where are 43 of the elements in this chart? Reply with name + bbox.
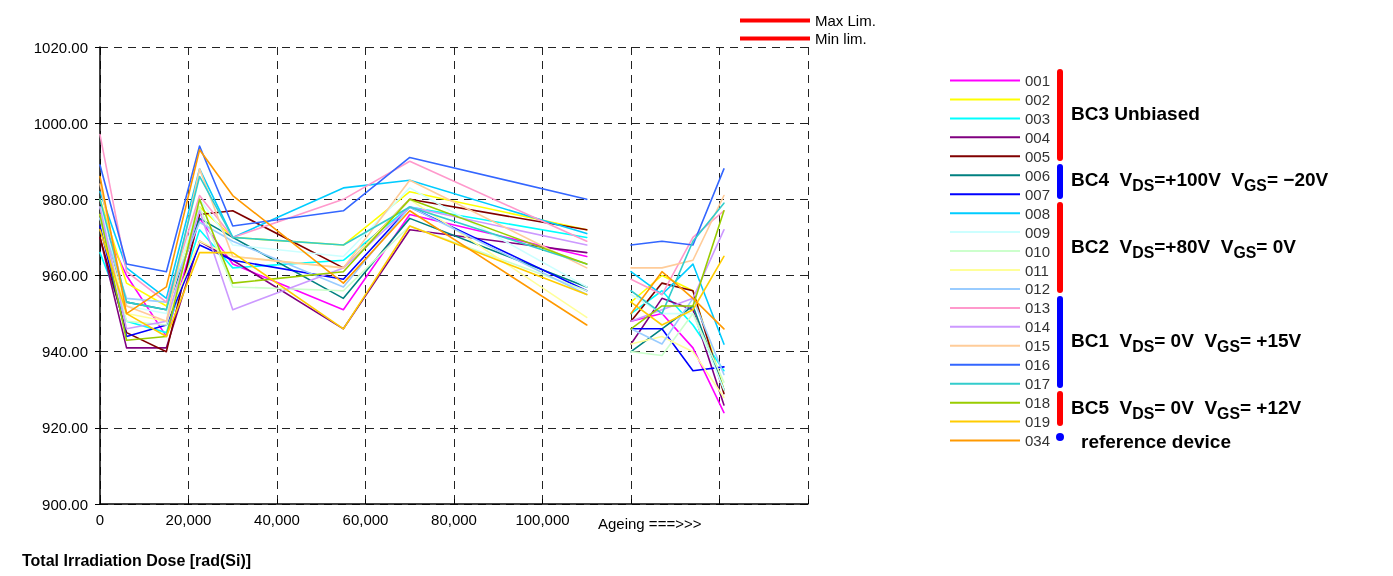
text: BC3 Unbiased xyxy=(1071,102,1200,125)
legend-label: 008 xyxy=(1025,204,1051,222)
y-tick-label: 1000.00 xyxy=(33,114,88,132)
x-tick-label: 40,000 xyxy=(254,511,300,528)
y-tick-label: 980.00 xyxy=(42,190,88,208)
legend-label: 013 xyxy=(1025,299,1051,317)
y-tick-label: 960.00 xyxy=(42,267,88,284)
legend-label: Max Lim. xyxy=(815,12,876,29)
x-tick-label: 80,000 xyxy=(431,511,477,528)
legend-label: 014 xyxy=(1025,318,1051,336)
legend-label: 034 xyxy=(1025,432,1051,450)
legend-label: 016 xyxy=(1025,356,1051,374)
legend-label: 010 xyxy=(1025,242,1051,260)
legend-label: 001 xyxy=(1025,72,1051,89)
x-axis-title: Total Irradiation Dose [rad(Si)] xyxy=(22,551,252,569)
text: Ageing ===>>> xyxy=(598,515,702,532)
y-tick-label: 1020.00 xyxy=(33,38,88,56)
legend-label: 017 xyxy=(1025,375,1051,393)
legend-label: 012 xyxy=(1025,280,1051,298)
text: BC4 V$_{DS}$=+100V V$_{GS}$= −20V xyxy=(1071,169,1329,196)
legend-label: 003 xyxy=(1025,109,1051,127)
y-tick-label: 940.00 xyxy=(42,343,88,361)
text: BC2 V$_{DS}$=+80V V$_{GS}$= 0V xyxy=(1071,235,1296,262)
legend-label: 009 xyxy=(1025,223,1051,241)
legend-label: 002 xyxy=(1025,90,1051,108)
text: BC1 V$_{DS}$= 0V V$_{GS}$= +15V xyxy=(1071,330,1302,357)
x-tick-label: 0 xyxy=(95,511,105,528)
y-tick-label: 900.00 xyxy=(42,495,88,513)
legend-label: 007 xyxy=(1025,185,1051,203)
legend-label: 006 xyxy=(1025,166,1051,184)
legend-label: 004 xyxy=(1025,128,1051,146)
x-tick-label: 60,000 xyxy=(342,511,389,528)
x-tick-label: 20,000 xyxy=(165,511,212,528)
text: BC5 V$_{DS}$= 0V V$_{GS}$= +12V xyxy=(1071,396,1302,423)
text: reference device xyxy=(1081,431,1231,454)
legend-label: 011 xyxy=(1025,261,1049,279)
legend-label: Min lim. xyxy=(815,30,867,47)
y-tick-label: 920.00 xyxy=(42,419,88,437)
legend-label: 018 xyxy=(1025,394,1051,412)
legend-label: 015 xyxy=(1025,337,1051,355)
x-tick-label: 100,000 xyxy=(515,511,570,528)
legend-label: 019 xyxy=(1025,413,1051,431)
legend-label: 005 xyxy=(1025,147,1051,165)
